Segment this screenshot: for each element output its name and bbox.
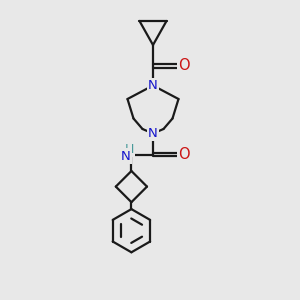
- Text: O: O: [178, 58, 190, 74]
- Text: H: H: [124, 142, 134, 156]
- Text: N: N: [148, 127, 158, 140]
- Text: N: N: [121, 149, 131, 163]
- Text: O: O: [178, 147, 190, 162]
- Text: N: N: [148, 79, 158, 92]
